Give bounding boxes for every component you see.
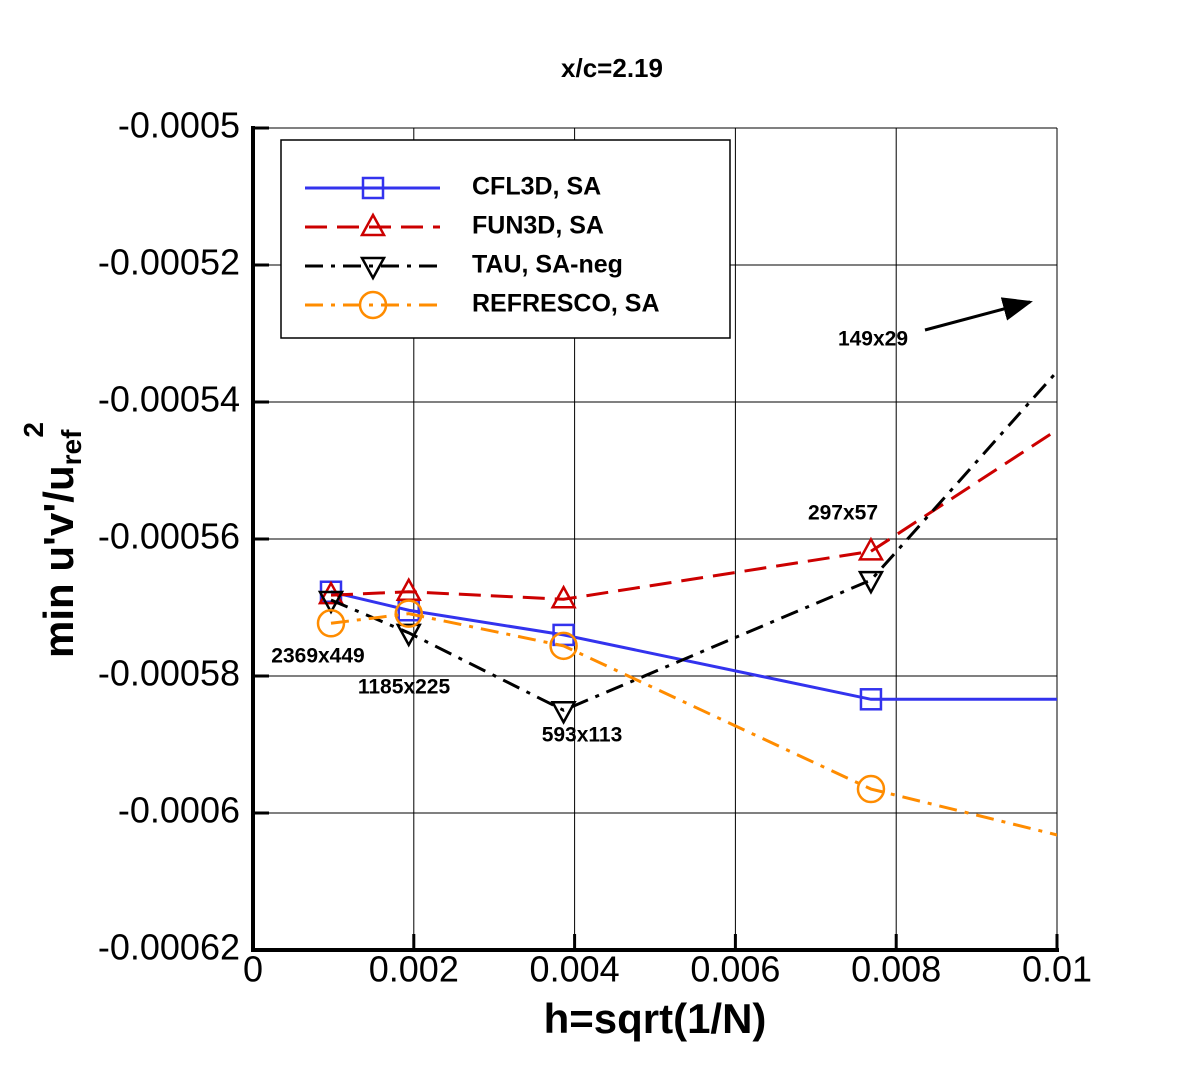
x-tick-label: 0.004	[530, 949, 620, 990]
legend-marker	[359, 212, 387, 237]
legend-label: FUN3D, SA	[472, 212, 604, 240]
marker	[857, 570, 885, 595]
plot-area	[316, 369, 1057, 837]
series-line	[330, 612, 1057, 837]
x-tick-label: 0.008	[851, 949, 941, 990]
annotation: 297x57	[808, 502, 878, 525]
y-label-sub: ref	[56, 429, 87, 465]
legend-label: CFL3D, SA	[472, 173, 601, 201]
annotation: 593x113	[542, 724, 623, 747]
y-tick-label: -0.00052	[98, 242, 240, 283]
y-tick-label: -0.00054	[98, 379, 240, 420]
series-line	[330, 428, 1057, 601]
y-tick-label: -0.0006	[118, 790, 240, 831]
series-line	[330, 369, 1057, 712]
legend-marker	[359, 256, 387, 281]
annotation: 149x29	[838, 328, 908, 351]
y-label-text: min u'v'/u	[35, 465, 82, 658]
marker	[856, 774, 886, 804]
x-tick-label: 0	[243, 949, 263, 990]
marker	[859, 688, 883, 711]
marker	[395, 623, 422, 648]
annotation-arrow	[924, 297, 1033, 332]
marker	[550, 584, 577, 609]
y-tick-label: -0.00056	[98, 516, 240, 557]
y-tick-label: -0.0005	[118, 105, 240, 146]
x-tick-label: 0.002	[369, 949, 459, 990]
annotation: 1185x225	[358, 676, 451, 699]
legend-label: REFRESCO, SA	[472, 290, 660, 318]
series-line	[330, 590, 1057, 701]
y-tick-label: -0.00058	[98, 653, 240, 694]
annotations: 149x29 297x57 2369x449 1185x225 593x113	[271, 328, 908, 747]
y-label-sup: 2	[18, 422, 49, 438]
legend-label: TAU, SA-neg	[472, 251, 623, 279]
x-tick-label: 0.006	[690, 949, 780, 990]
marker	[549, 631, 578, 661]
chart-title: x/c=2.19	[561, 53, 663, 83]
x-tick-label: 0.01	[1022, 949, 1092, 990]
legend: CFL3D, SA FUN3D, SA TAU, SA-neg REFRESCO, S…	[305, 173, 660, 320]
marker	[395, 577, 422, 601]
legend-marker	[361, 176, 385, 200]
marker	[550, 701, 577, 725]
annotation: 2369x449	[271, 645, 364, 668]
marker	[394, 599, 423, 628]
legend-marker	[358, 290, 388, 320]
y-axis-label: min u'v'/uref 2	[18, 422, 87, 658]
y-tick-label: -0.00062	[98, 927, 240, 968]
marker	[857, 536, 885, 561]
marker	[316, 609, 346, 638]
x-axis-label: h=sqrt(1/N)	[544, 995, 767, 1042]
marker	[317, 590, 345, 615]
